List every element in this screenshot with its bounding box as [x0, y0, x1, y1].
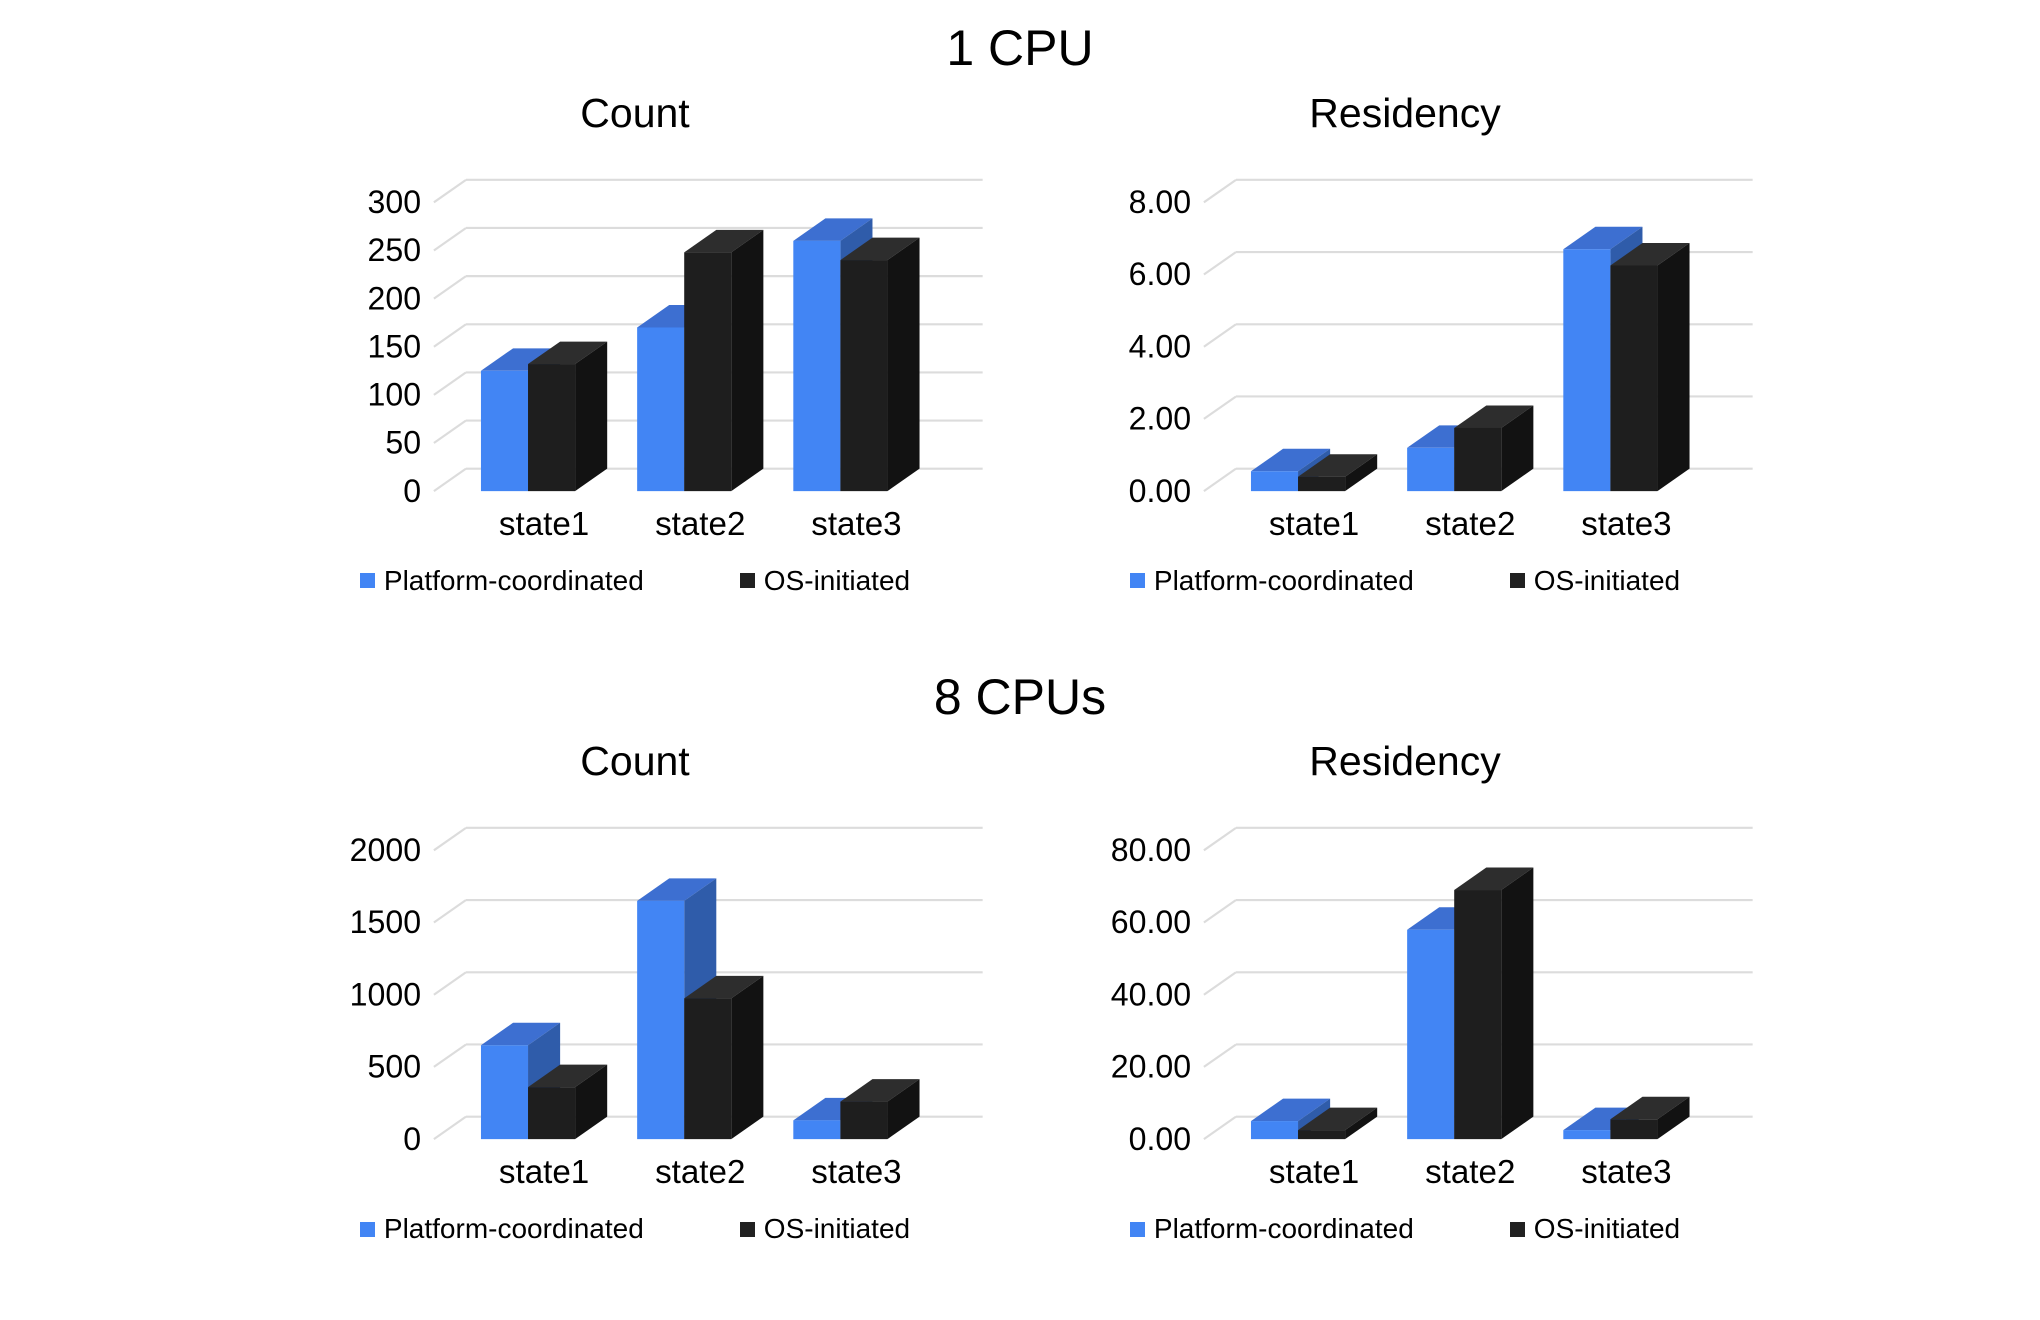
legend-label-os-initiated: OS-initiated — [763, 564, 911, 596]
bar-chart-1cpu-count: 0 50 100 150 200 250 300 state1 state2 state3 — [368, 178, 983, 542]
svg-text:100: 100 — [368, 376, 422, 412]
chart-legend: Platform-coordinated OS-initiated — [282, 565, 988, 597]
section-title-8cpus: 8 CPUs — [933, 668, 1107, 725]
legend-swatch-platform-coordinated-icon — [359, 1221, 375, 1237]
bar-chart-8cpus-residency: 0.00 20.00 40.00 60.00 80.00 state1 state2 stat… — [1111, 826, 1753, 1191]
svg-text:4.00: 4.00 — [1129, 328, 1191, 364]
svg-text:state1: state1 — [499, 1154, 589, 1191]
svg-text:40.00: 40.00 — [1111, 976, 1191, 1012]
legend-swatch-os-initiated-icon — [739, 573, 755, 588]
bar-chart-1cpu-residency: 0.00 2.00 4.00 6.00 8.00 state1 state2 state3 — [1129, 178, 1753, 542]
svg-text:state3: state3 — [1581, 1154, 1671, 1191]
legend-label-platform-coordinated: Platform-coordinated — [1153, 1213, 1414, 1244]
legend-swatch-os-initiated-icon — [1509, 573, 1525, 588]
bar-chart-8cpus-count: 0 500 1000 1500 2000 state1 state2 state3 — [350, 826, 983, 1191]
svg-text:state2: state2 — [655, 505, 745, 542]
svg-text:150: 150 — [368, 328, 422, 364]
svg-text:2.00: 2.00 — [1129, 400, 1191, 436]
legend-label-platform-coordinated: Platform-coordinated — [1153, 564, 1414, 596]
chart-8cpus-count: Count 0 500 1000 1500 2000 state1 state2 state3… — [282, 730, 988, 1245]
chart-1cpu-residency: Residency 0.00 2.00 4.00 6.00 8.00 state1 stat… — [1052, 82, 1758, 597]
svg-text:0: 0 — [403, 472, 421, 508]
legend-swatch-os-initiated-icon — [739, 1221, 755, 1237]
svg-text:300: 300 — [368, 184, 422, 220]
svg-text:state3: state3 — [811, 505, 901, 542]
legend-item-platform-coordinated: Platform-coordinated — [359, 564, 644, 597]
charts-row-8cpus: Count 0 500 1000 1500 2000 state1 state2 state3… — [0, 730, 2040, 1245]
legend-label-platform-coordinated: Platform-coordinated — [383, 1213, 644, 1244]
svg-text:2000: 2000 — [350, 832, 421, 868]
svg-text:state1: state1 — [499, 505, 589, 542]
charts-row-1cpu: Count 0 50 100 150 200 250 300 state1 state2 stat… — [0, 82, 2040, 597]
legend-label-os-initiated: OS-initiated — [1533, 564, 1681, 596]
chart-legend: Platform-coordinated OS-initiated — [1052, 1213, 1758, 1245]
legend-swatch-platform-coordinated-icon — [359, 573, 375, 588]
svg-text:0: 0 — [403, 1121, 421, 1157]
svg-text:state3: state3 — [1581, 505, 1671, 542]
chart-legend: Platform-coordinated OS-initiated — [1052, 565, 1758, 597]
svg-text:20.00: 20.00 — [1111, 1049, 1191, 1085]
svg-text:6.00: 6.00 — [1129, 256, 1191, 292]
section-8cpus: 8 CPUs Count 0 500 1000 1500 2000 state1 state… — [0, 669, 2040, 1246]
svg-text:state2: state2 — [1425, 505, 1515, 542]
svg-text:0.00: 0.00 — [1129, 472, 1191, 508]
legend-item-os-initiated: OS-initiated — [739, 1213, 911, 1245]
chart-legend: Platform-coordinated OS-initiated — [282, 1213, 988, 1245]
chart-title-8cpus-count: Count — [580, 738, 690, 784]
svg-text:state2: state2 — [655, 1154, 745, 1191]
svg-text:200: 200 — [368, 280, 422, 316]
legend-swatch-platform-coordinated-icon — [1129, 573, 1145, 588]
svg-text:500: 500 — [368, 1049, 422, 1085]
chart-title-8cpus-residency: Residency — [1309, 738, 1501, 784]
svg-text:1500: 1500 — [350, 904, 421, 940]
svg-text:state2: state2 — [1425, 1154, 1515, 1191]
svg-text:state1: state1 — [1269, 505, 1359, 542]
svg-text:state1: state1 — [1269, 1154, 1359, 1191]
legend-item-platform-coordinated: Platform-coordinated — [359, 1213, 644, 1245]
legend-label-os-initiated: OS-initiated — [763, 1213, 911, 1244]
chart-1cpu-count: Count 0 50 100 150 200 250 300 state1 state2 stat… — [282, 82, 988, 597]
legend-swatch-platform-coordinated-icon — [1129, 1221, 1145, 1237]
legend-item-platform-coordinated: Platform-coordinated — [1129, 564, 1414, 597]
chart-title-1cpu-residency: Residency — [1309, 89, 1501, 136]
legend-item-os-initiated: OS-initiated — [1509, 564, 1681, 597]
svg-text:80.00: 80.00 — [1111, 832, 1191, 868]
svg-text:state3: state3 — [811, 1154, 901, 1191]
svg-text:8.00: 8.00 — [1129, 184, 1191, 220]
chart-8cpus-residency: Residency 0.00 20.00 40.00 60.00 80.00 state1… — [1052, 730, 1758, 1245]
svg-text:50: 50 — [385, 424, 421, 460]
svg-text:60.00: 60.00 — [1111, 904, 1191, 940]
svg-text:250: 250 — [368, 232, 422, 268]
section-1cpu: 1 CPU Count 0 50 100 150 200 250 300 state1 stat… — [0, 0, 2040, 597]
legend-label-platform-coordinated: Platform-coordinated — [383, 564, 644, 596]
legend-item-os-initiated: OS-initiated — [1509, 1213, 1681, 1245]
legend-label-os-initiated: OS-initiated — [1533, 1213, 1681, 1244]
chart-title-1cpu-count: Count — [580, 89, 690, 136]
section-title-1cpu: 1 CPU — [946, 20, 1094, 76]
svg-text:1000: 1000 — [350, 976, 421, 1012]
legend-item-os-initiated: OS-initiated — [739, 564, 911, 597]
legend-swatch-os-initiated-icon — [1509, 1221, 1525, 1237]
svg-text:0.00: 0.00 — [1129, 1121, 1191, 1157]
legend-item-platform-coordinated: Platform-coordinated — [1129, 1213, 1414, 1245]
